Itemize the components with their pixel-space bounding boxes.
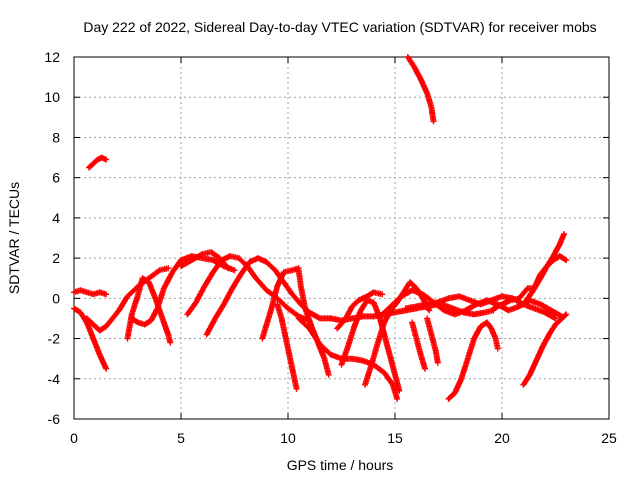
- data-point-markers: [424, 315, 441, 366]
- axis-ticks: [73, 56, 610, 420]
- series-sat-b: [404, 54, 437, 125]
- series-sat-x: [445, 319, 501, 402]
- data-point-markers: [404, 54, 437, 125]
- data-point-markers: [409, 319, 428, 372]
- y-tick-label: 10: [44, 89, 60, 105]
- data-point-markers: [274, 301, 300, 392]
- x-tick-label: 0: [70, 430, 78, 446]
- y-tick-label: 6: [52, 170, 60, 186]
- data-point-markers: [520, 311, 570, 388]
- series-sat-v: [424, 315, 441, 366]
- y-tick-label: 8: [52, 129, 60, 145]
- chart-title: Day 222 of 2022, Sidereal Day-to-day VTE…: [83, 19, 596, 35]
- data-point-markers: [439, 301, 497, 318]
- data-point-markers: [334, 289, 386, 332]
- y-tick-label: -6: [48, 411, 61, 427]
- series-sat-c: [71, 287, 110, 298]
- y-tick-label: 2: [52, 250, 60, 266]
- y-tick-label: 4: [52, 210, 60, 226]
- x-tick-label: 5: [177, 430, 185, 446]
- series-sat-h: [178, 249, 232, 272]
- series-sat-z: [520, 231, 568, 308]
- series-sat-k: [259, 265, 302, 342]
- data-point-markers: [259, 265, 302, 342]
- x-tick-label: 25: [601, 430, 617, 446]
- y-tick-labels: -6 -4 -2 0 2 4 6 8 10 12: [44, 49, 60, 427]
- series-sat-j: [203, 255, 334, 338]
- series-sat-a: [86, 154, 110, 171]
- series-sat-w: [439, 301, 497, 318]
- series-sat-l: [274, 301, 300, 392]
- series-sat-u: [409, 319, 428, 372]
- series-sat-f: [124, 275, 174, 346]
- data-point-markers: [445, 319, 501, 402]
- x-tick-label: 15: [387, 430, 403, 446]
- series-sat-q: [334, 289, 386, 332]
- y-tick-label: 12: [44, 49, 60, 65]
- y-tick-label: -4: [48, 371, 61, 387]
- x-tick-labels: 0 5 10 15 20 25: [70, 430, 617, 446]
- series-sat-p: [338, 297, 403, 394]
- data-point-markers: [124, 275, 174, 346]
- data-series: [71, 54, 570, 402]
- series-sat-i: [184, 253, 313, 324]
- data-point-markers: [184, 253, 313, 324]
- x-tick-label: 20: [494, 430, 510, 446]
- data-point-markers: [71, 287, 110, 298]
- data-point-markers: [338, 297, 403, 394]
- x-tick-label: 10: [280, 430, 296, 446]
- y-tick-label: -2: [48, 331, 61, 347]
- series-sat-za: [520, 311, 570, 388]
- data-point-markers: [520, 231, 568, 308]
- y-tick-label: 0: [52, 290, 60, 306]
- data-point-markers: [86, 154, 110, 171]
- plot-frame: [73, 56, 610, 420]
- data-point-markers: [178, 249, 232, 272]
- x-axis-label: GPS time / hours: [287, 457, 394, 473]
- y-axis-label: SDTVAR / TECUs: [6, 182, 22, 294]
- data-point-markers: [203, 255, 334, 338]
